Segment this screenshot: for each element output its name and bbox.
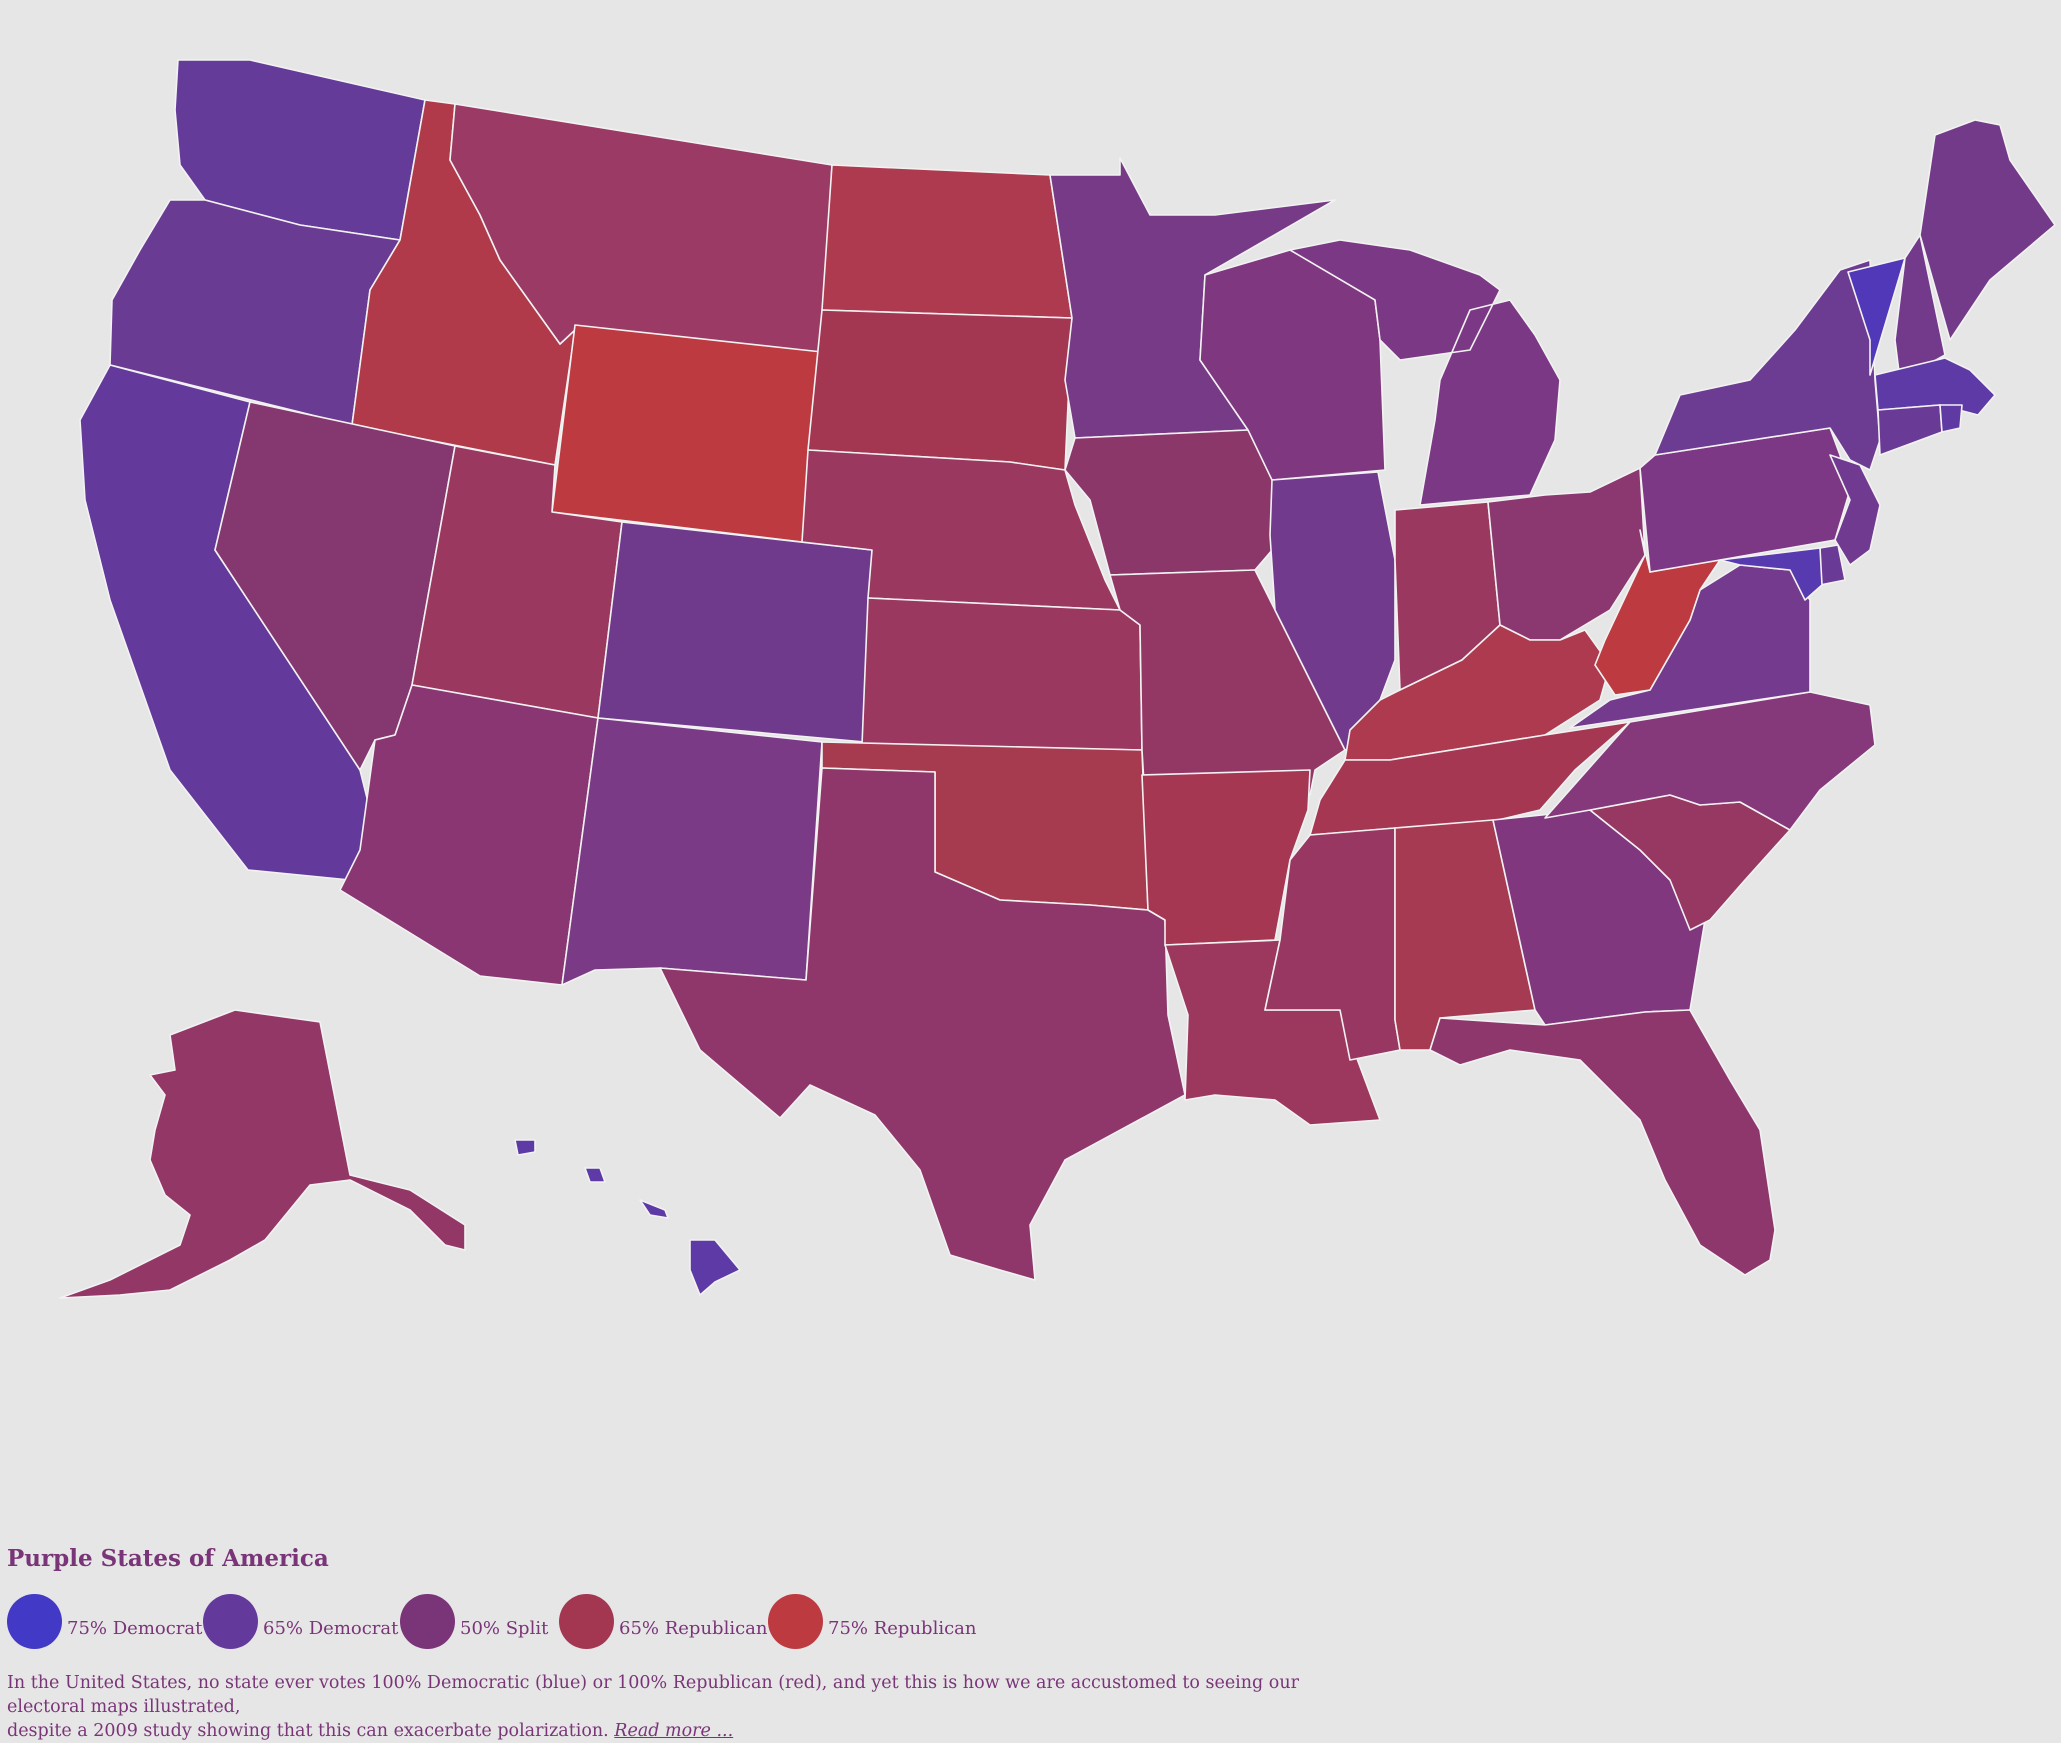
state-nebraska[interactable] xyxy=(801,449,1121,611)
state-hawaii[interactable] xyxy=(514,1139,741,1296)
state-alaska[interactable] xyxy=(59,1009,466,1299)
legend-swatch xyxy=(400,1594,455,1649)
legend-swatch xyxy=(768,1594,823,1649)
state-colorado[interactable] xyxy=(597,521,873,743)
state-oregon[interactable] xyxy=(109,199,401,426)
us-states-map xyxy=(59,59,2056,1299)
state-wyoming[interactable] xyxy=(551,324,823,543)
state-michigan[interactable] xyxy=(1289,239,1561,506)
state-maryland[interactable] xyxy=(1719,547,1823,601)
state-new-jersey[interactable] xyxy=(1829,454,1881,566)
legend-label: 75% Republican xyxy=(828,1618,977,1639)
legend-swatch xyxy=(559,1594,614,1649)
state-south-dakota[interactable] xyxy=(807,309,1073,471)
caption: In the United States, no state ever vote… xyxy=(7,1671,1367,1743)
state-kentucky[interactable] xyxy=(1344,624,1611,761)
state-iowa[interactable] xyxy=(1064,429,1286,576)
state-maine[interactable] xyxy=(1919,119,2056,341)
state-new-mexico[interactable] xyxy=(561,717,823,986)
legend-label: 75% Democrat xyxy=(67,1618,203,1639)
state-texas[interactable] xyxy=(659,767,1186,1281)
read-more-link[interactable]: Read more ... xyxy=(614,1721,734,1741)
state-missouri[interactable] xyxy=(1109,569,1346,801)
state-virginia[interactable] xyxy=(1569,564,1811,729)
state-kansas[interactable] xyxy=(861,597,1143,751)
legend-title: Purple States of America xyxy=(7,1545,329,1572)
legend-label: 65% Republican xyxy=(619,1618,768,1639)
state-connecticut[interactable] xyxy=(1877,404,1943,456)
legend-swatch xyxy=(203,1594,258,1649)
caption-text-line-2: despite a 2009 study showing that this c… xyxy=(7,1721,609,1741)
state-tennessee[interactable] xyxy=(1309,721,1631,836)
legend-label: 50% Split xyxy=(460,1618,549,1639)
legend-label: 65% Democrat xyxy=(263,1618,399,1639)
state-florida[interactable] xyxy=(1429,1009,1776,1276)
state-vermont[interactable] xyxy=(1847,257,1906,376)
caption-text-line-1: In the United States, no state ever vote… xyxy=(7,1673,1299,1717)
state-north-dakota[interactable] xyxy=(821,164,1073,319)
state-rhode-island[interactable] xyxy=(1939,404,1963,433)
state-west-virginia[interactable] xyxy=(1594,529,1721,696)
legend-swatch xyxy=(7,1594,62,1649)
